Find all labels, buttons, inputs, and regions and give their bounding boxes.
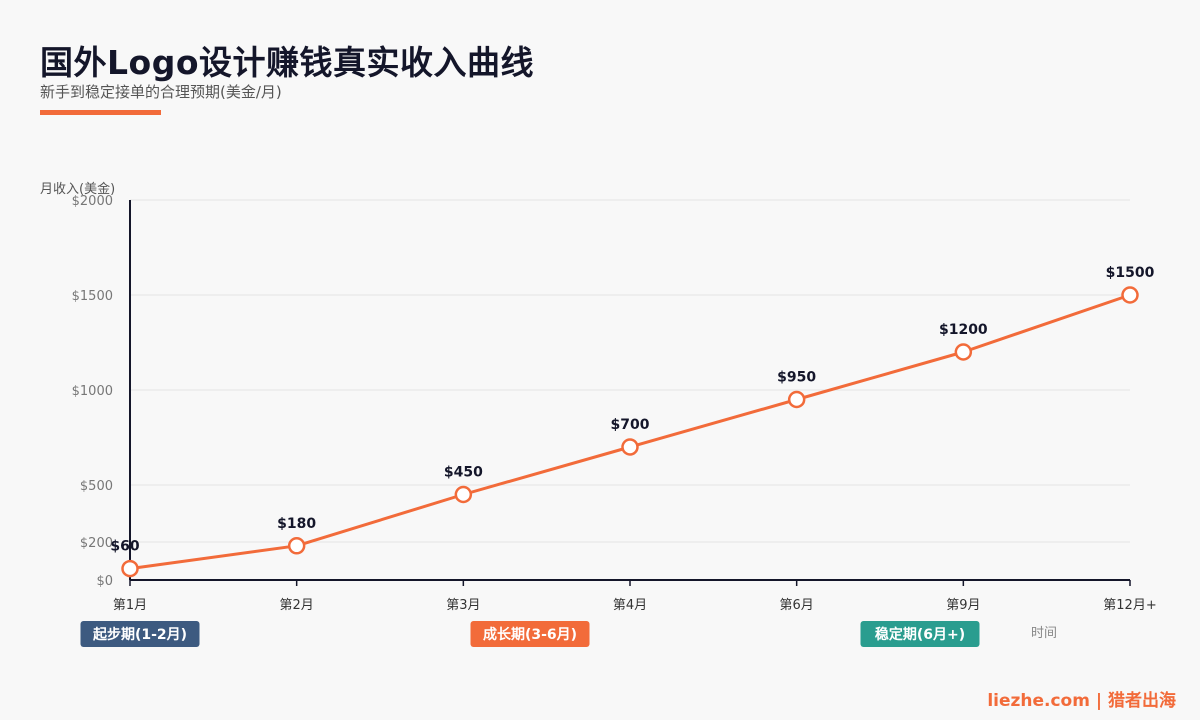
footer-brand: liezhe.com | 猎者出海	[987, 691, 1176, 711]
x-tick-label: 第2月	[280, 598, 314, 613]
y-tick-label: $0	[96, 574, 113, 589]
data-point	[454, 485, 473, 504]
x-tick-label: 第1月	[113, 598, 147, 613]
phase-badge-label: 成长期(3-6月)	[483, 626, 577, 643]
data-label: $450	[444, 465, 483, 481]
phase-badge	[470, 621, 590, 647]
data-point	[287, 537, 306, 555]
x-tick-label: 第4月	[613, 598, 647, 613]
x-axis-title: 时间	[1031, 626, 1057, 641]
data-label: $60	[110, 539, 139, 555]
phase-badge	[80, 621, 200, 647]
data-point	[1121, 286, 1139, 304]
chart-title: 国外Logo设计赚钱真实收入曲线	[40, 43, 534, 82]
y-tick-label: $500	[80, 479, 113, 494]
title-accent-bar	[40, 110, 161, 115]
data-label: $1500	[1106, 265, 1155, 281]
phase-badge	[860, 621, 980, 647]
y-tick-label: $2000	[72, 194, 113, 209]
phase-badge-label: 稳定期(6月+)	[875, 626, 965, 643]
data-point	[621, 438, 639, 456]
x-tick-label: 第9月	[946, 598, 980, 613]
data-point	[121, 559, 139, 578]
data-point	[954, 343, 973, 361]
x-tick-label: 第12月+	[1103, 598, 1156, 613]
data-label: $180	[277, 516, 316, 532]
x-tick-label: 第6月	[780, 598, 814, 613]
data-label: $950	[777, 370, 816, 386]
y-tick-label: $200	[80, 536, 113, 551]
phase-badge-label: 起步期(1-2月)	[92, 626, 187, 643]
y-tick-label: $1000	[72, 384, 113, 399]
data-point	[787, 390, 806, 409]
x-tick-label: 第3月	[446, 598, 480, 613]
data-label: $700	[611, 417, 650, 433]
y-axis-title: 月收入(美金)	[40, 182, 116, 197]
chart-subtitle: 新手到稳定接单的合理预期(美金/月)	[40, 83, 282, 101]
y-tick-label: $1500	[72, 289, 113, 304]
data-label: $1200	[939, 322, 988, 338]
